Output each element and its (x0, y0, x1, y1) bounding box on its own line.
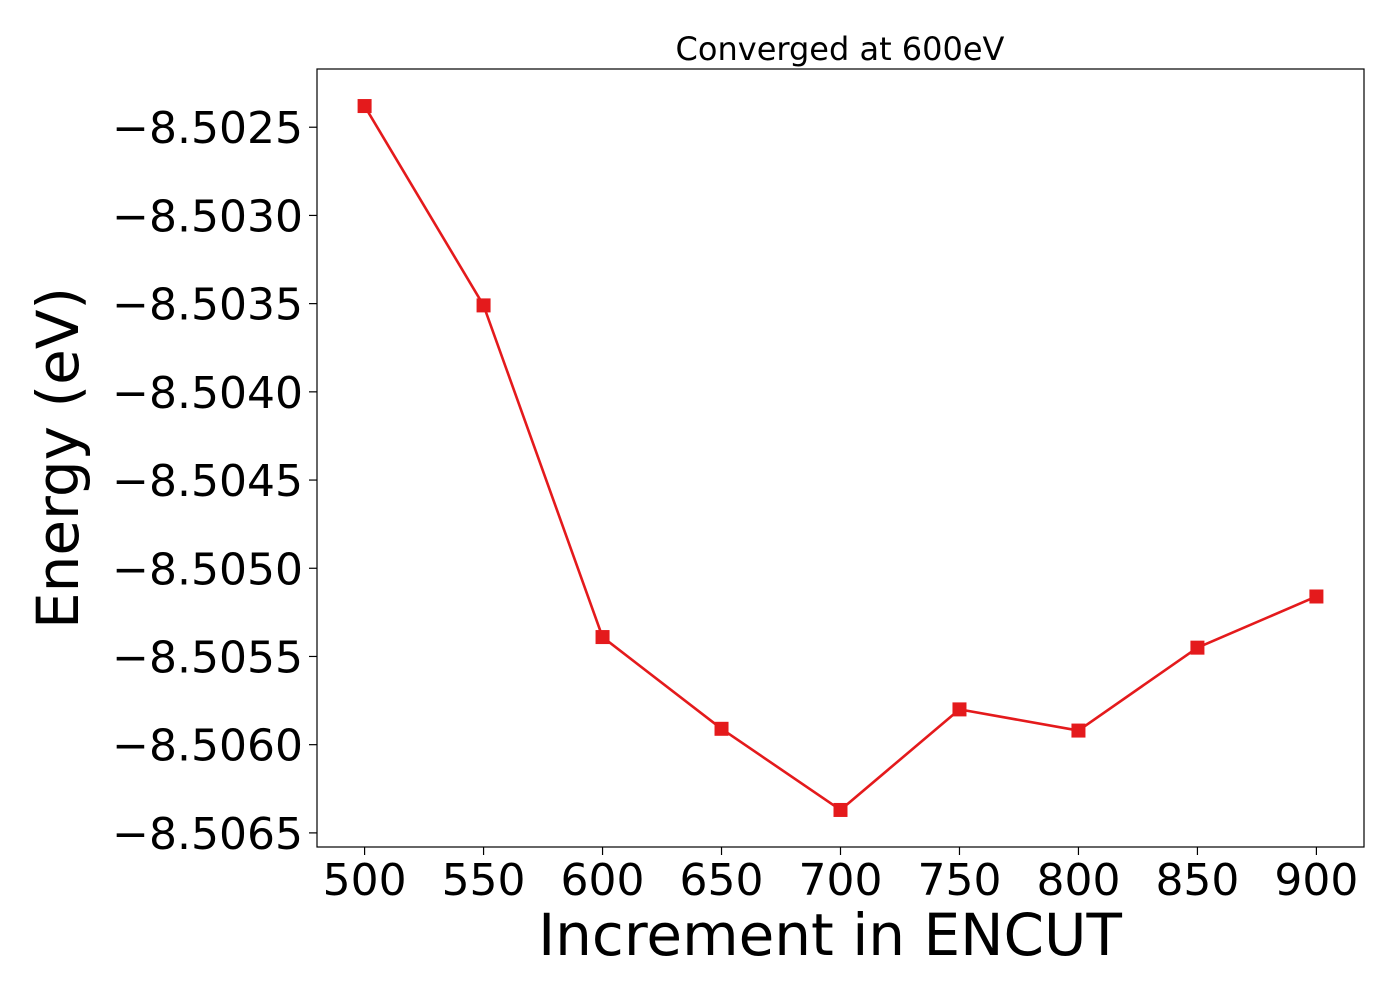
x-tick-label: 900 (1274, 855, 1358, 906)
x-tick-label: 650 (680, 855, 764, 906)
chart-title: Converged at 600eV (676, 30, 1005, 68)
x-tick-label: 800 (1036, 855, 1120, 906)
plot-area (357, 99, 1324, 817)
data-point-marker (833, 802, 848, 817)
x-tick-label: 850 (1155, 855, 1239, 906)
data-point-marker (952, 702, 967, 717)
x-tick-label: 500 (323, 855, 407, 906)
y-tick-label: −8.5055 (112, 632, 303, 683)
data-point-marker (714, 721, 729, 736)
x-axis-label: Increment in ENCUT (538, 901, 1122, 969)
data-point-marker (595, 630, 610, 645)
x-tick-label: 550 (442, 855, 526, 906)
y-tick-label: −8.5025 (112, 103, 303, 154)
y-tick-label: −8.5060 (112, 721, 303, 772)
data-point-marker (1071, 723, 1086, 738)
x-tick-label: 750 (917, 855, 1001, 906)
y-tick-label: −8.5035 (112, 280, 303, 331)
data-point-marker (1190, 640, 1205, 655)
y-tick-label: −8.5065 (112, 809, 303, 860)
y-tick-label: −8.5045 (112, 456, 303, 507)
x-axis: 500 550 600 650 700 750 800 850 900 (323, 847, 1358, 906)
y-axis: −8.5025 −8.5030 −8.5035 −8.5040 −8.5045 −8.50… (112, 103, 317, 860)
y-tick-label: −8.5030 (112, 191, 303, 242)
y-tick-label: −8.5050 (112, 544, 303, 595)
x-tick-label: 700 (799, 855, 883, 906)
data-point-marker (476, 298, 491, 313)
y-axis-label: Energy (eV) (24, 287, 92, 629)
y-tick-label: −8.5040 (112, 368, 303, 419)
data-point-marker (1309, 589, 1324, 604)
x-tick-label: 600 (561, 855, 645, 906)
data-point-marker (357, 99, 372, 114)
